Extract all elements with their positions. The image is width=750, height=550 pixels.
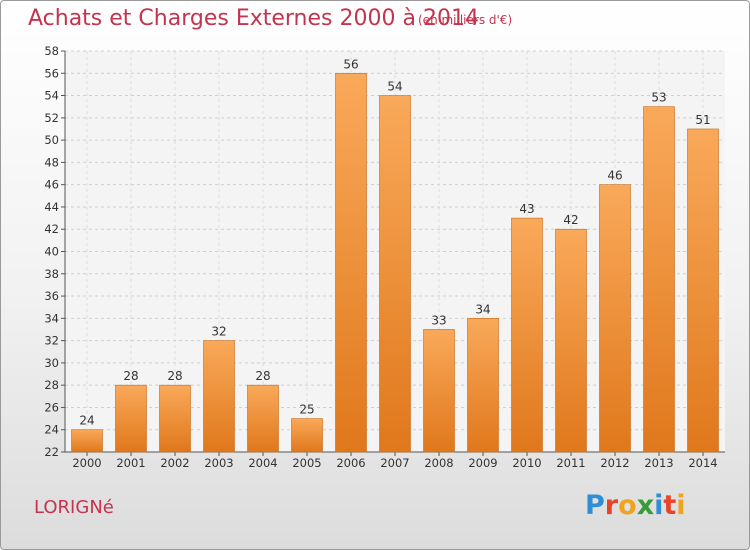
x-tick-label: 2009 [468,456,497,470]
chart-unit: (en milliers d'€) [418,13,513,27]
bar [511,217,543,453]
data-label: 28 [255,369,270,383]
y-tick-label: 26 [44,400,59,414]
y-tick-label: 38 [44,267,59,281]
x-tick-label: 2001 [116,456,145,470]
x-tick-label: 2011 [556,456,585,470]
x-tick-label: 2006 [336,456,365,470]
data-label: 46 [607,169,622,183]
bar [335,72,367,453]
y-tick-label: 50 [44,133,59,147]
bar [687,128,719,453]
x-tick-label: 2012 [600,456,629,470]
bar [555,228,587,453]
bar [379,95,411,453]
y-tick-label: 32 [44,334,59,348]
town-name: LORIGNé [34,497,114,518]
data-label: 24 [79,414,94,428]
data-label: 25 [299,403,314,417]
bar [423,329,455,453]
y-tick-label: 48 [44,155,59,169]
bar [599,184,631,453]
x-tick-label: 2000 [72,456,101,470]
logo-letter: x [636,490,655,521]
data-label: 28 [167,369,182,383]
y-tick-label: 56 [44,66,59,80]
data-label: 28 [123,369,138,383]
chart-title: Achats et Charges Externes 2000 à 2014 [28,6,479,31]
x-tick-label: 2002 [160,456,189,470]
x-tick-label: 2005 [292,456,321,470]
bar [247,384,279,453]
x-tick-label: 2008 [424,456,453,470]
bar [115,384,147,453]
y-tick-label: 58 [44,44,59,58]
logo-letter: o [618,490,637,521]
y-tick-label: 22 [44,445,59,459]
data-label: 54 [387,80,402,94]
data-label: 42 [563,213,578,227]
data-label: 53 [651,91,666,105]
bar [159,384,191,453]
bar [467,318,499,453]
bar [203,340,235,453]
y-tick-label: 34 [44,311,59,325]
y-tick-label: 52 [44,111,59,125]
logo-letter: P [585,490,605,521]
data-label: 56 [343,57,358,71]
logo-letter: t [663,490,677,521]
data-label: 43 [519,202,534,216]
data-label: 32 [211,325,226,339]
x-tick-label: 2010 [512,456,541,470]
y-tick-label: 28 [44,378,59,392]
data-label: 34 [475,302,490,316]
proxiti-logo[interactable]: Proxiti [585,490,686,521]
x-tick-label: 2004 [248,456,277,470]
data-label: 33 [431,313,446,327]
bar [643,106,675,453]
y-tick-label: 46 [44,178,59,192]
y-tick-label: 54 [44,89,59,103]
bar [71,429,103,453]
y-tick-label: 42 [44,222,59,236]
bar [291,418,323,453]
x-tick-label: 2007 [380,456,409,470]
logo-letter: i [676,490,686,521]
x-tick-label: 2014 [688,456,717,470]
x-tick-label: 2013 [644,456,673,470]
logo-letter: i [654,490,664,521]
y-tick-label: 30 [44,356,59,370]
x-tick-label: 2003 [204,456,233,470]
y-tick-label: 36 [44,289,59,303]
logo-letter: r [604,490,619,521]
y-tick-label: 40 [44,245,59,259]
data-label: 51 [695,113,710,127]
y-tick-label: 24 [44,423,59,437]
y-tick-label: 44 [44,200,59,214]
